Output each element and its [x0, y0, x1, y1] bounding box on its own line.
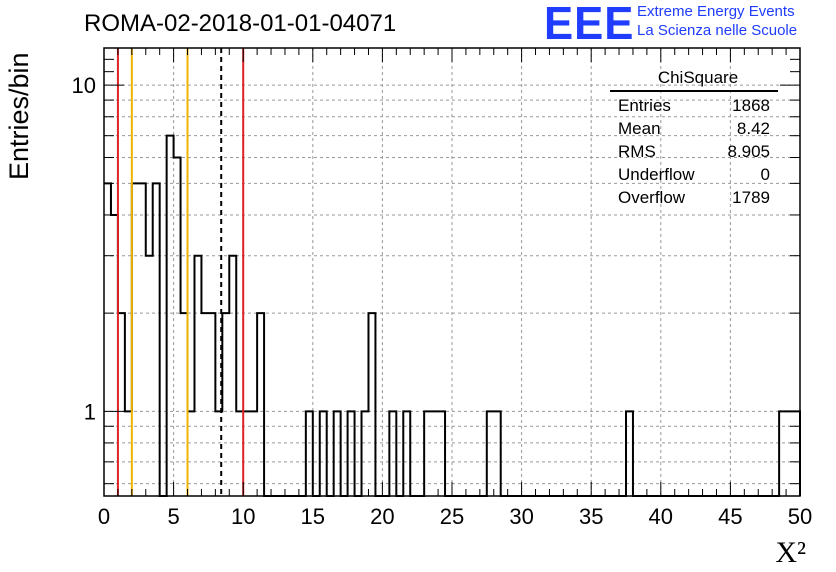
histogram-bin	[222, 313, 229, 496]
x-tick-label: 0	[98, 504, 110, 529]
x-tick-label: 25	[440, 504, 464, 529]
histogram-bin	[167, 136, 174, 496]
x-axis-label: X²	[775, 536, 806, 569]
stats-value: 8.42	[736, 119, 770, 138]
x-tick-label: 5	[167, 504, 179, 529]
stats-row-mean: Mean 8.42	[610, 117, 778, 140]
histogram-bin	[146, 256, 153, 496]
stats-value: 1789	[732, 188, 770, 207]
histogram-bin	[368, 313, 375, 496]
stats-label: Entries	[618, 96, 671, 115]
stats-label: RMS	[618, 142, 656, 161]
stats-row-rms: RMS 8.905	[610, 140, 778, 163]
stats-value: 1868	[732, 96, 770, 115]
stats-value: 0	[760, 165, 770, 184]
x-tick-label: 30	[509, 504, 533, 529]
histogram-bin	[181, 313, 188, 496]
histogram-bin	[104, 183, 111, 496]
histogram-bin	[229, 256, 236, 496]
histogram-bin	[139, 183, 146, 496]
x-tick-label: 35	[579, 504, 603, 529]
y-tick-label: 10	[72, 73, 96, 98]
logo-line-2: La Scienza nelle Scuole	[637, 22, 798, 39]
stats-row-overflow: Overflow 1789	[610, 186, 778, 209]
histogram-bin	[111, 215, 118, 496]
stats-label: Underflow	[618, 165, 695, 184]
stats-box: ChiSquare Entries 1868 Mean 8.42 RMS 8.9…	[610, 68, 778, 209]
stats-title: ChiSquare	[610, 68, 778, 92]
eee-logo: EEE	[544, 0, 635, 49]
logo-line-1: Extreme Energy Events	[637, 3, 795, 20]
histogram-bin	[153, 183, 160, 496]
x-tick-label: 10	[231, 504, 255, 529]
stats-label: Mean	[618, 119, 661, 138]
histogram-bin	[208, 313, 215, 496]
x-tick-label: 50	[788, 504, 812, 529]
y-tick-label: 1	[84, 399, 96, 424]
histogram-bin	[118, 313, 125, 496]
histogram-bin	[201, 313, 208, 496]
histogram-bin	[132, 183, 139, 496]
stats-row-entries: Entries 1868	[610, 94, 778, 117]
x-tick-label: 15	[301, 504, 325, 529]
x-tick-label: 45	[718, 504, 742, 529]
histogram-bin	[174, 158, 181, 496]
x-tick-label: 40	[649, 504, 673, 529]
stats-row-underflow: Underflow 0	[610, 163, 778, 186]
histogram-bin	[257, 313, 264, 496]
stats-value: 8.905	[727, 142, 770, 161]
stats-label: Overflow	[618, 188, 686, 207]
chart-title: ROMA-02-2018-01-01-04071	[84, 10, 397, 37]
histogram-bin	[194, 256, 201, 496]
x-tick-label: 20	[370, 504, 394, 529]
